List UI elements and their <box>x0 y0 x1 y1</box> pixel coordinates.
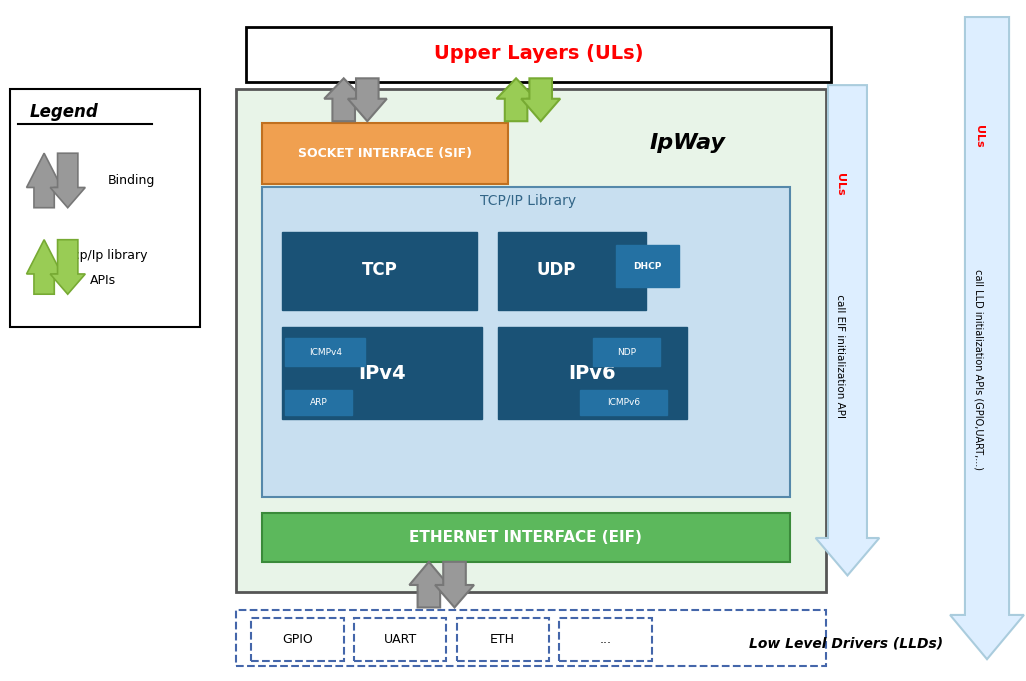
Text: Low Level Drivers (LLDs): Low Level Drivers (LLDs) <box>749 637 944 650</box>
FancyBboxPatch shape <box>285 338 365 366</box>
Text: call EIF initialization API: call EIF initialization API <box>835 291 845 417</box>
FancyBboxPatch shape <box>236 89 826 592</box>
FancyBboxPatch shape <box>262 123 508 184</box>
Text: IPv4: IPv4 <box>358 364 406 383</box>
Text: ETHERNET INTERFACE (EIF): ETHERNET INTERFACE (EIF) <box>409 530 642 545</box>
FancyBboxPatch shape <box>236 610 826 666</box>
FancyBboxPatch shape <box>559 618 652 661</box>
FancyBboxPatch shape <box>593 338 660 366</box>
FancyBboxPatch shape <box>457 618 549 661</box>
Text: UDP: UDP <box>537 262 577 279</box>
Text: call LLD initialization APIs (GPIO,UART,...): call LLD initialization APIs (GPIO,UART,… <box>974 266 984 470</box>
FancyBboxPatch shape <box>354 618 446 661</box>
Text: Binding: Binding <box>108 174 155 187</box>
Text: Upper Layers (ULs): Upper Layers (ULs) <box>434 44 643 63</box>
Text: ETH: ETH <box>490 633 515 646</box>
FancyBboxPatch shape <box>10 89 200 327</box>
Polygon shape <box>409 562 448 607</box>
Text: ULs: ULs <box>974 125 984 148</box>
Text: DHCP: DHCP <box>633 262 662 271</box>
Text: UART: UART <box>384 633 417 646</box>
Text: ULs: ULs <box>835 172 845 195</box>
Text: Tcp/Ip library: Tcp/Ip library <box>67 249 147 262</box>
Polygon shape <box>816 85 879 575</box>
Polygon shape <box>50 240 85 294</box>
Text: ICMPv6: ICMPv6 <box>606 398 640 407</box>
Text: NDP: NDP <box>617 347 636 357</box>
Text: SOCKET INTERFACE (SIF): SOCKET INTERFACE (SIF) <box>298 146 472 160</box>
Text: TCP/IP Library: TCP/IP Library <box>480 194 577 208</box>
FancyBboxPatch shape <box>498 232 646 310</box>
Text: APIs: APIs <box>90 274 116 287</box>
Polygon shape <box>435 562 474 607</box>
Polygon shape <box>497 78 536 121</box>
FancyBboxPatch shape <box>285 390 352 415</box>
FancyBboxPatch shape <box>262 513 790 562</box>
Text: ...: ... <box>599 633 611 646</box>
Polygon shape <box>50 153 85 208</box>
Polygon shape <box>324 78 363 121</box>
Polygon shape <box>27 153 62 208</box>
FancyBboxPatch shape <box>251 618 344 661</box>
Text: ARP: ARP <box>310 398 327 407</box>
FancyBboxPatch shape <box>616 245 679 287</box>
FancyBboxPatch shape <box>282 232 477 310</box>
FancyBboxPatch shape <box>498 327 687 419</box>
Text: IpWay: IpWay <box>649 133 725 153</box>
FancyBboxPatch shape <box>282 327 482 419</box>
Polygon shape <box>27 240 62 294</box>
Text: ICMPv4: ICMPv4 <box>309 347 342 357</box>
Text: Legend: Legend <box>29 104 98 121</box>
FancyBboxPatch shape <box>580 390 667 415</box>
FancyBboxPatch shape <box>262 187 790 497</box>
Polygon shape <box>348 78 387 121</box>
FancyBboxPatch shape <box>246 27 831 82</box>
Polygon shape <box>521 78 560 121</box>
Text: TCP: TCP <box>362 262 397 279</box>
Polygon shape <box>950 17 1024 659</box>
Text: GPIO: GPIO <box>282 633 313 646</box>
Text: IPv6: IPv6 <box>568 364 617 383</box>
